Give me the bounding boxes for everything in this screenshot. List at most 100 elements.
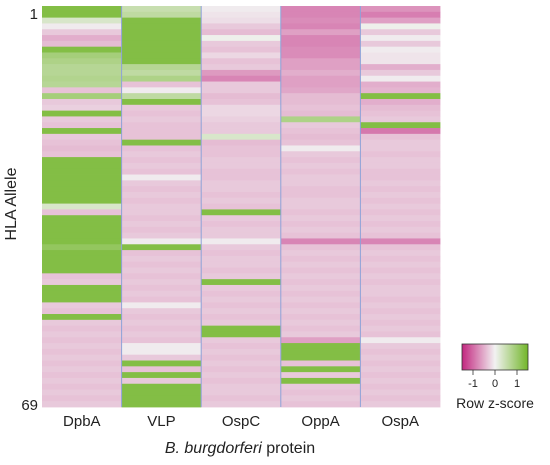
heatmap-cell [42, 284, 122, 292]
heatmap-cell [280, 273, 361, 280]
heatmap-cell [360, 139, 441, 146]
heatmap-cell [360, 296, 441, 303]
heatmap-cell [360, 58, 441, 65]
heatmap-cell [360, 261, 441, 268]
heatmap-cell [280, 337, 361, 344]
heatmap-cell [360, 238, 441, 245]
heatmap-cell [121, 279, 202, 286]
heatmap-cell [201, 360, 282, 367]
heatmap-cell [280, 75, 361, 82]
heatmap-cell [360, 93, 441, 100]
heatmap-cell [280, 308, 361, 315]
heatmap-cell [360, 372, 441, 379]
heatmap-cell [121, 308, 202, 315]
heatmap-cell [360, 290, 441, 297]
column-label: OppA [301, 413, 339, 430]
heatmap-cell [360, 302, 441, 309]
heatmap-cell [360, 81, 441, 88]
heatmap-cell [42, 377, 122, 385]
heatmap-cell [201, 238, 282, 245]
heatmap-cell [121, 343, 202, 350]
heatmap-cell [360, 23, 441, 30]
heatmap-cell [42, 232, 122, 239]
heatmap-cell [280, 11, 361, 19]
heatmap-cell [360, 232, 441, 239]
column-label: VLP [147, 413, 175, 430]
heatmap-cell [280, 58, 361, 65]
heatmap-cell [42, 279, 122, 286]
heatmap-cell [42, 52, 122, 59]
heatmap-cell [42, 267, 122, 274]
heatmap-cell [42, 348, 122, 356]
heatmap-cell [280, 319, 361, 327]
legend-tick-label: 1 [514, 378, 520, 390]
heatmap-cell [201, 389, 282, 396]
heatmap-cell [42, 197, 122, 204]
heatmap-cell [42, 81, 122, 88]
color-legend: -1 0 1 Row z-score [456, 343, 534, 411]
heatmap-cell [201, 273, 282, 280]
heatmap-cell [121, 221, 202, 228]
heatmap-cell [42, 145, 122, 152]
heatmap-cell [280, 52, 361, 59]
heatmap-cell [360, 203, 441, 210]
heatmap-cell [201, 104, 282, 112]
heatmap-cell [121, 203, 202, 210]
heatmap-cell [42, 58, 122, 65]
heatmap-cell [121, 319, 202, 327]
heatmap-cell [42, 133, 122, 141]
heatmap-cell [280, 46, 361, 53]
heatmap-cell [42, 168, 122, 175]
heatmap-cell [201, 151, 282, 158]
heatmap-cell [360, 337, 441, 344]
heatmap-cell [201, 308, 282, 315]
heatmap-cell [360, 29, 441, 36]
heatmap-cell [201, 319, 282, 327]
heatmap-cell [121, 87, 202, 94]
heatmap-cell [360, 75, 441, 82]
heatmap-cell [42, 238, 122, 245]
heatmap-cell [360, 279, 441, 286]
heatmap-cell [201, 267, 282, 274]
heatmap-cell [42, 383, 122, 390]
heatmap-cell [42, 331, 122, 338]
heatmap-cell [121, 389, 202, 396]
heatmap-cell [360, 348, 441, 356]
heatmap-cell [360, 250, 441, 257]
heatmap-cell [201, 35, 282, 42]
heatmap-cell [121, 325, 202, 332]
heatmap-cell [201, 69, 282, 77]
heatmap-cell [121, 180, 202, 187]
heatmap-cell [280, 354, 361, 361]
heatmap-cell [201, 75, 282, 82]
heatmap-cell [121, 232, 202, 239]
heatmap-cell [42, 261, 122, 268]
heatmap-cell [280, 343, 361, 350]
heatmap-cell [42, 6, 122, 13]
heatmap-cell [360, 168, 441, 175]
heatmap-cell [280, 17, 361, 24]
heatmap-cell [121, 337, 202, 344]
heatmap-cells [42, 6, 441, 408]
column-label: DpbA [63, 413, 101, 430]
heatmap-cell [360, 6, 441, 13]
heatmap-cell [121, 23, 202, 30]
heatmap-cell [121, 331, 202, 338]
heatmap-cell [201, 81, 282, 88]
heatmap-cell [121, 261, 202, 268]
heatmap-cell [121, 360, 202, 367]
column-separators [121, 6, 361, 407]
heatmap-cell [42, 110, 122, 117]
heatmap-cell [360, 64, 441, 71]
heatmap-cell [360, 46, 441, 53]
heatmap-cell [42, 302, 122, 309]
heatmap-cell [360, 191, 441, 199]
heatmap-cell [42, 186, 122, 193]
heatmap-cell [280, 93, 361, 100]
heatmap-cell [42, 64, 122, 71]
heatmap-cell [360, 273, 441, 280]
heatmap-cell [121, 186, 202, 193]
heatmap-cell [42, 296, 122, 303]
heatmap-cell [360, 116, 441, 123]
heatmap-cell [201, 203, 282, 210]
